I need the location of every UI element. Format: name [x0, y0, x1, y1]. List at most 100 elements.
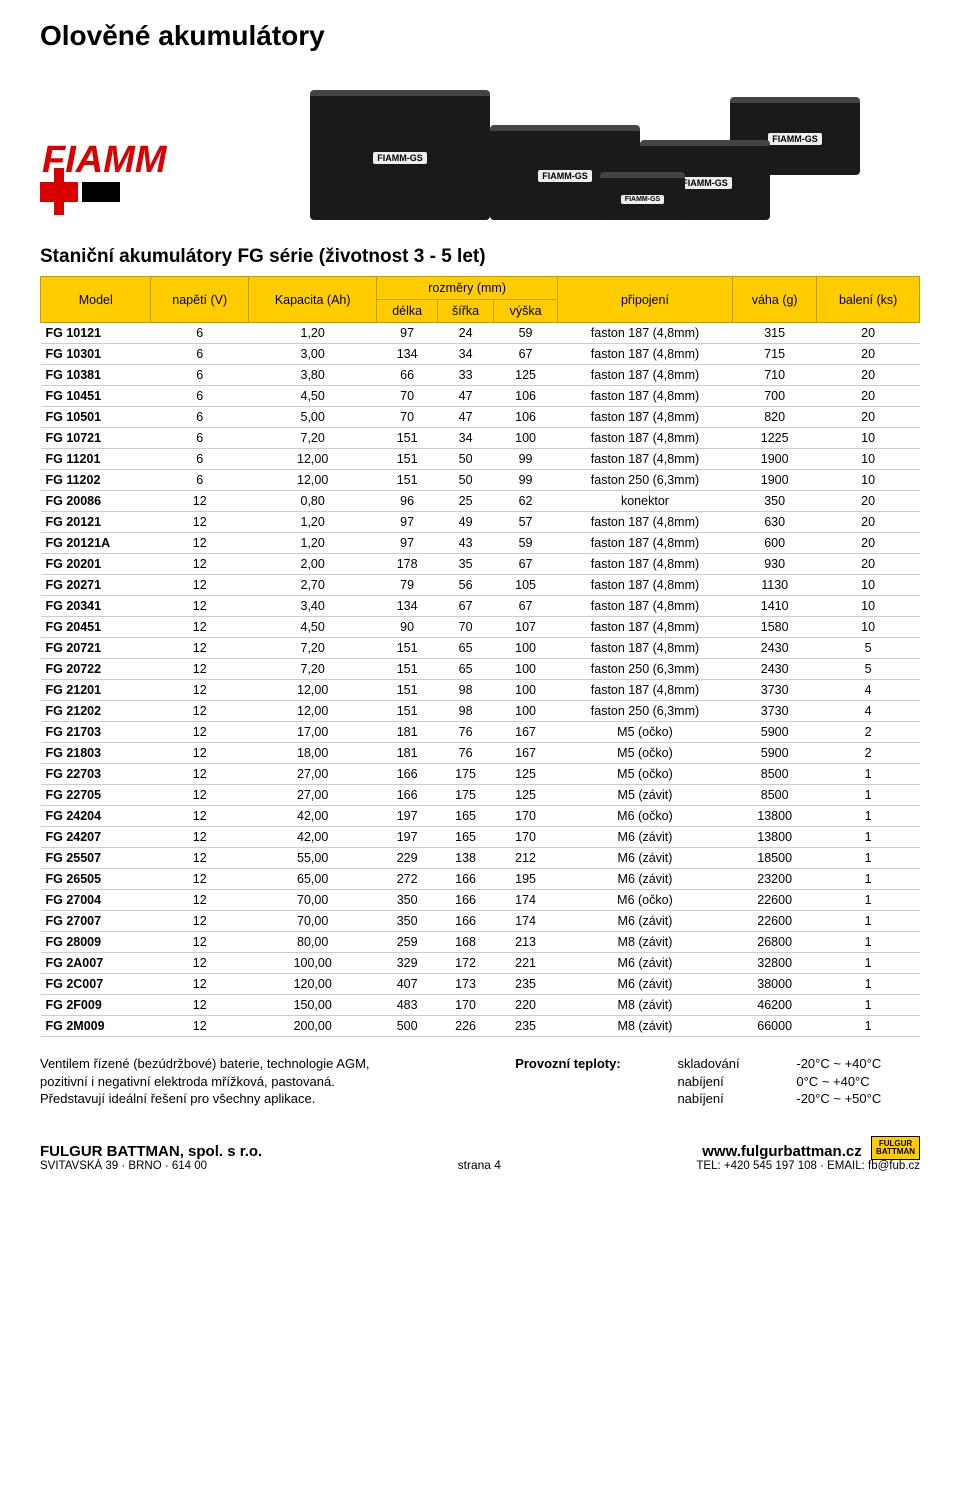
- cell-pack: 20: [817, 407, 920, 428]
- cell-length: 97: [377, 533, 438, 554]
- footer-logo-icon: FULGURBATTMAN: [871, 1136, 920, 1160]
- cell-weight: 600: [733, 533, 817, 554]
- cell-width: 47: [437, 386, 493, 407]
- cell-connection: M5 (očko): [557, 764, 732, 785]
- temp-key: skladování: [677, 1055, 778, 1073]
- table-row: FG 255071255,00229138212M6 (závit)185001: [41, 848, 920, 869]
- cell-height: 67: [494, 554, 558, 575]
- table-row: FG 218031218,0018176167M5 (očko)59002: [41, 743, 920, 764]
- cell-width: 65: [437, 638, 493, 659]
- cell-connection: faston 187 (4,8mm): [557, 323, 732, 344]
- cell-length: 151: [377, 701, 438, 722]
- table-row: FG 20721127,2015165100faston 187 (4,8mm)…: [41, 638, 920, 659]
- cell-model: FG 2F009: [41, 995, 151, 1016]
- cell-capacity: 12,00: [248, 449, 376, 470]
- th-connection: připojení: [557, 277, 732, 323]
- cell-height: 125: [494, 785, 558, 806]
- cell-pack: 20: [817, 323, 920, 344]
- table-row: FG 2F00912150,00483170220M8 (závit)46200…: [41, 995, 920, 1016]
- cell-height: 106: [494, 386, 558, 407]
- th-dims-group: rozměry (mm): [377, 277, 557, 300]
- cell-pack: 1: [817, 1016, 920, 1037]
- cell-capacity: 5,00: [248, 407, 376, 428]
- cell-connection: faston 250 (6,3mm): [557, 659, 732, 680]
- cell-length: 70: [377, 386, 438, 407]
- cell-length: 166: [377, 764, 438, 785]
- cell-weight: 3730: [733, 680, 817, 701]
- cell-voltage: 6: [151, 323, 249, 344]
- cell-capacity: 27,00: [248, 785, 376, 806]
- temp-val: 0°C ~ +40°C: [796, 1073, 920, 1091]
- cell-connection: faston 187 (4,8mm): [557, 575, 732, 596]
- desc-line: pozitivní i negativní elektroda mřížková…: [40, 1073, 498, 1091]
- cell-weight: 710: [733, 365, 817, 386]
- table-row: FG 2M00912200,00500226235M8 (závit)66000…: [41, 1016, 920, 1037]
- battery-cluster: FIAMM-GS FIAMM-GS FIAMM-GS FIAMM-GS FIAM…: [300, 70, 920, 220]
- cell-weight: 930: [733, 554, 817, 575]
- battery-image: FIAMM-GS: [310, 90, 490, 220]
- cell-length: 500: [377, 1016, 438, 1037]
- cell-capacity: 1,20: [248, 512, 376, 533]
- spec-table: Model napětí (V) Kapacita (Ah) rozměry (…: [40, 276, 920, 1037]
- cell-weight: 1225: [733, 428, 817, 449]
- cell-pack: 1: [817, 995, 920, 1016]
- cell-voltage: 12: [151, 806, 249, 827]
- cell-capacity: 3,80: [248, 365, 376, 386]
- cell-connection: faston 187 (4,8mm): [557, 386, 732, 407]
- cell-connection: faston 187 (4,8mm): [557, 596, 732, 617]
- cell-width: 50: [437, 470, 493, 491]
- cell-connection: faston 187 (4,8mm): [557, 638, 732, 659]
- cell-model: FG 22703: [41, 764, 151, 785]
- cell-weight: 66000: [733, 1016, 817, 1037]
- cell-connection: M6 (závit): [557, 974, 732, 995]
- cell-model: FG 10451: [41, 386, 151, 407]
- cell-capacity: 12,00: [248, 680, 376, 701]
- cell-width: 138: [437, 848, 493, 869]
- cell-capacity: 27,00: [248, 764, 376, 785]
- table-row: FG 242071242,00197165170M6 (závit)138001: [41, 827, 920, 848]
- footer-contact: TEL: +420 545 197 108 · EMAIL: fb@fub.cz: [696, 1160, 920, 1172]
- cell-voltage: 12: [151, 617, 249, 638]
- table-row: FG 265051265,00272166195M6 (závit)232001: [41, 869, 920, 890]
- cell-length: 166: [377, 785, 438, 806]
- th-width: šířka: [437, 300, 493, 323]
- cell-pack: 10: [817, 470, 920, 491]
- desc-line: Ventilem řízené (bezúdržbové) baterie, t…: [40, 1055, 498, 1073]
- th-pack: balení (ks): [817, 277, 920, 323]
- cell-length: 329: [377, 953, 438, 974]
- cell-width: 35: [437, 554, 493, 575]
- cell-width: 34: [437, 428, 493, 449]
- cell-height: 174: [494, 890, 558, 911]
- cell-weight: 2430: [733, 659, 817, 680]
- battery-image: FIAMM-GS: [600, 172, 685, 220]
- cell-capacity: 3,40: [248, 596, 376, 617]
- cell-weight: 26800: [733, 932, 817, 953]
- cell-connection: faston 187 (4,8mm): [557, 617, 732, 638]
- cell-pack: 20: [817, 491, 920, 512]
- cell-length: 259: [377, 932, 438, 953]
- cell-height: 100: [494, 638, 558, 659]
- svg-text:FIAMM: FIAMM: [42, 139, 168, 181]
- cell-voltage: 6: [151, 386, 249, 407]
- cell-voltage: 12: [151, 659, 249, 680]
- cell-height: 99: [494, 449, 558, 470]
- description-left: Ventilem řízené (bezúdržbové) baterie, t…: [40, 1055, 498, 1108]
- th-length: délka: [377, 300, 438, 323]
- cell-height: 67: [494, 344, 558, 365]
- table-row: FG 20121121,20974957faston 187 (4,8mm)63…: [41, 512, 920, 533]
- cell-voltage: 12: [151, 491, 249, 512]
- cell-height: 167: [494, 722, 558, 743]
- cell-model: FG 21201: [41, 680, 151, 701]
- cell-weight: 700: [733, 386, 817, 407]
- cell-pack: 2: [817, 722, 920, 743]
- table-row: FG 270041270,00350166174M6 (očko)226001: [41, 890, 920, 911]
- cell-capacity: 120,00: [248, 974, 376, 995]
- table-row: FG 1012161,20972459faston 187 (4,8mm)315…: [41, 323, 920, 344]
- desc-line: Představují ideální řešení pro všechny a…: [40, 1090, 498, 1108]
- cell-width: 76: [437, 743, 493, 764]
- cell-model: FG 20271: [41, 575, 151, 596]
- cell-voltage: 6: [151, 365, 249, 386]
- cell-connection: faston 187 (4,8mm): [557, 512, 732, 533]
- cell-height: 59: [494, 323, 558, 344]
- footer-page: strana 4: [458, 1158, 501, 1172]
